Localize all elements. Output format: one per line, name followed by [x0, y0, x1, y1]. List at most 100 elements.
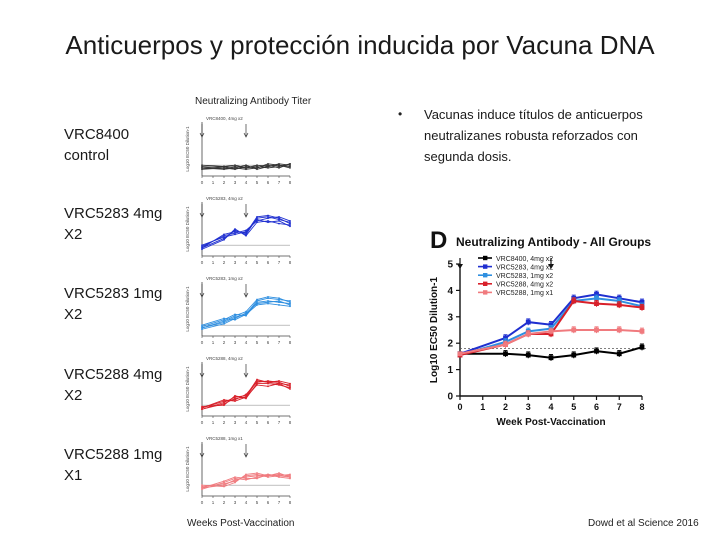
data-point	[289, 167, 291, 169]
x-tick-label: 3	[526, 402, 531, 412]
x-tick-label: 3	[234, 500, 237, 505]
series-line	[459, 297, 643, 357]
data-point	[503, 342, 508, 347]
panel-label: VRC8400, 4mg x2	[206, 116, 243, 121]
x-tick-label: 2	[503, 402, 508, 412]
series-line	[201, 472, 291, 488]
arrow-head-icon	[243, 292, 249, 298]
data-point	[289, 225, 291, 228]
data-point	[256, 298, 258, 301]
x-tick-label: 8	[289, 420, 292, 425]
data-point	[267, 380, 269, 382]
data-point	[278, 167, 280, 169]
x-tick-label: 7	[617, 402, 622, 412]
data-point	[289, 224, 291, 226]
x-tick-label: 1	[212, 180, 215, 185]
data-point	[594, 348, 599, 354]
x-tick-label: 2	[223, 500, 226, 505]
data-point	[256, 382, 258, 385]
data-point	[223, 322, 225, 325]
series-line	[201, 300, 291, 330]
bullet-marker: •	[398, 107, 403, 121]
x-tick-label: 4	[245, 340, 248, 345]
legend-marker	[483, 273, 488, 278]
data-point	[289, 222, 291, 225]
x-tick-label: 3	[234, 260, 237, 265]
data-point	[289, 220, 291, 222]
legend-entry: VRC5288, 1mg x1	[496, 290, 553, 297]
data-point	[201, 328, 203, 331]
x-tick-label: 0	[457, 402, 462, 412]
x-tick-label: 0	[201, 260, 204, 265]
arrow-head-icon	[199, 452, 205, 458]
x-tick-label: 7	[278, 420, 281, 425]
data-point	[267, 381, 269, 384]
data-point	[267, 382, 269, 385]
data-point	[267, 476, 269, 478]
data-point	[278, 217, 280, 220]
group-label-vrc5283-4mg: VRC5283 4mg X2	[64, 203, 184, 245]
y-axis-label: Log10 EC50 Dilution-1	[185, 366, 190, 412]
x-tick-label: 5	[571, 402, 576, 412]
data-point	[289, 476, 291, 478]
data-point	[223, 484, 225, 487]
data-point	[201, 327, 203, 329]
data-point	[594, 295, 599, 301]
data-point	[223, 400, 225, 403]
data-point	[267, 167, 269, 169]
data-point	[234, 233, 236, 236]
data-point	[267, 221, 269, 224]
series-line	[201, 215, 291, 249]
data-point	[245, 165, 247, 168]
data-point	[267, 473, 269, 476]
data-point	[234, 313, 236, 316]
data-point	[201, 165, 203, 168]
legend-marker	[483, 290, 488, 295]
series-line	[201, 219, 291, 246]
data-point	[616, 327, 622, 333]
data-point	[548, 355, 554, 361]
x-tick-label: 0	[201, 420, 204, 425]
series-line	[201, 297, 291, 329]
series-line	[201, 220, 291, 250]
data-point	[223, 233, 225, 236]
data-point	[525, 331, 531, 337]
group-label-vrc5283-1mg: VRC5283 1mg X2	[64, 283, 184, 325]
group-label-vrc5288-4mg: VRC5288 4mg X2	[64, 364, 184, 406]
series-line	[459, 329, 643, 355]
panel-label: VRC5288, 4mg x2	[206, 356, 243, 361]
x-tick-label: 6	[267, 260, 270, 265]
y-tick-label: 2	[447, 339, 453, 350]
data-point	[457, 351, 463, 357]
legend-entry: VRC5283, 4mg x2	[496, 264, 553, 271]
panel-label: VRC5283, 1mg x2	[206, 276, 243, 281]
data-point	[278, 474, 280, 477]
x-tick-label: 0	[201, 180, 204, 185]
x-tick-label: 5	[256, 260, 259, 265]
data-point	[267, 301, 269, 304]
x-tick-label: 8	[639, 402, 644, 412]
data-point	[525, 319, 531, 325]
data-point	[201, 408, 203, 411]
legend-entry: VRC8400, 4mg x2	[496, 256, 553, 263]
data-point	[201, 485, 203, 488]
data-point	[201, 168, 203, 171]
group-label-line2: control	[64, 147, 110, 164]
data-point	[267, 220, 269, 222]
panel-caption: Neutralizing Antibody Titer	[195, 96, 312, 107]
data-point	[223, 318, 225, 321]
x-tick-label: 4	[245, 180, 248, 185]
x-tick-label: 5	[256, 500, 259, 505]
x-tick-label: 2	[223, 420, 226, 425]
x-tick-label: 4	[245, 420, 248, 425]
data-point	[201, 244, 203, 247]
data-point	[289, 473, 291, 476]
data-point	[278, 472, 280, 474]
legend-marker	[483, 281, 488, 286]
data-point	[223, 485, 225, 488]
data-point	[278, 384, 280, 386]
arrow-head-icon	[199, 132, 205, 138]
data-point	[234, 316, 236, 318]
legend-marker	[483, 255, 488, 261]
x-tick-label: 6	[267, 500, 270, 505]
